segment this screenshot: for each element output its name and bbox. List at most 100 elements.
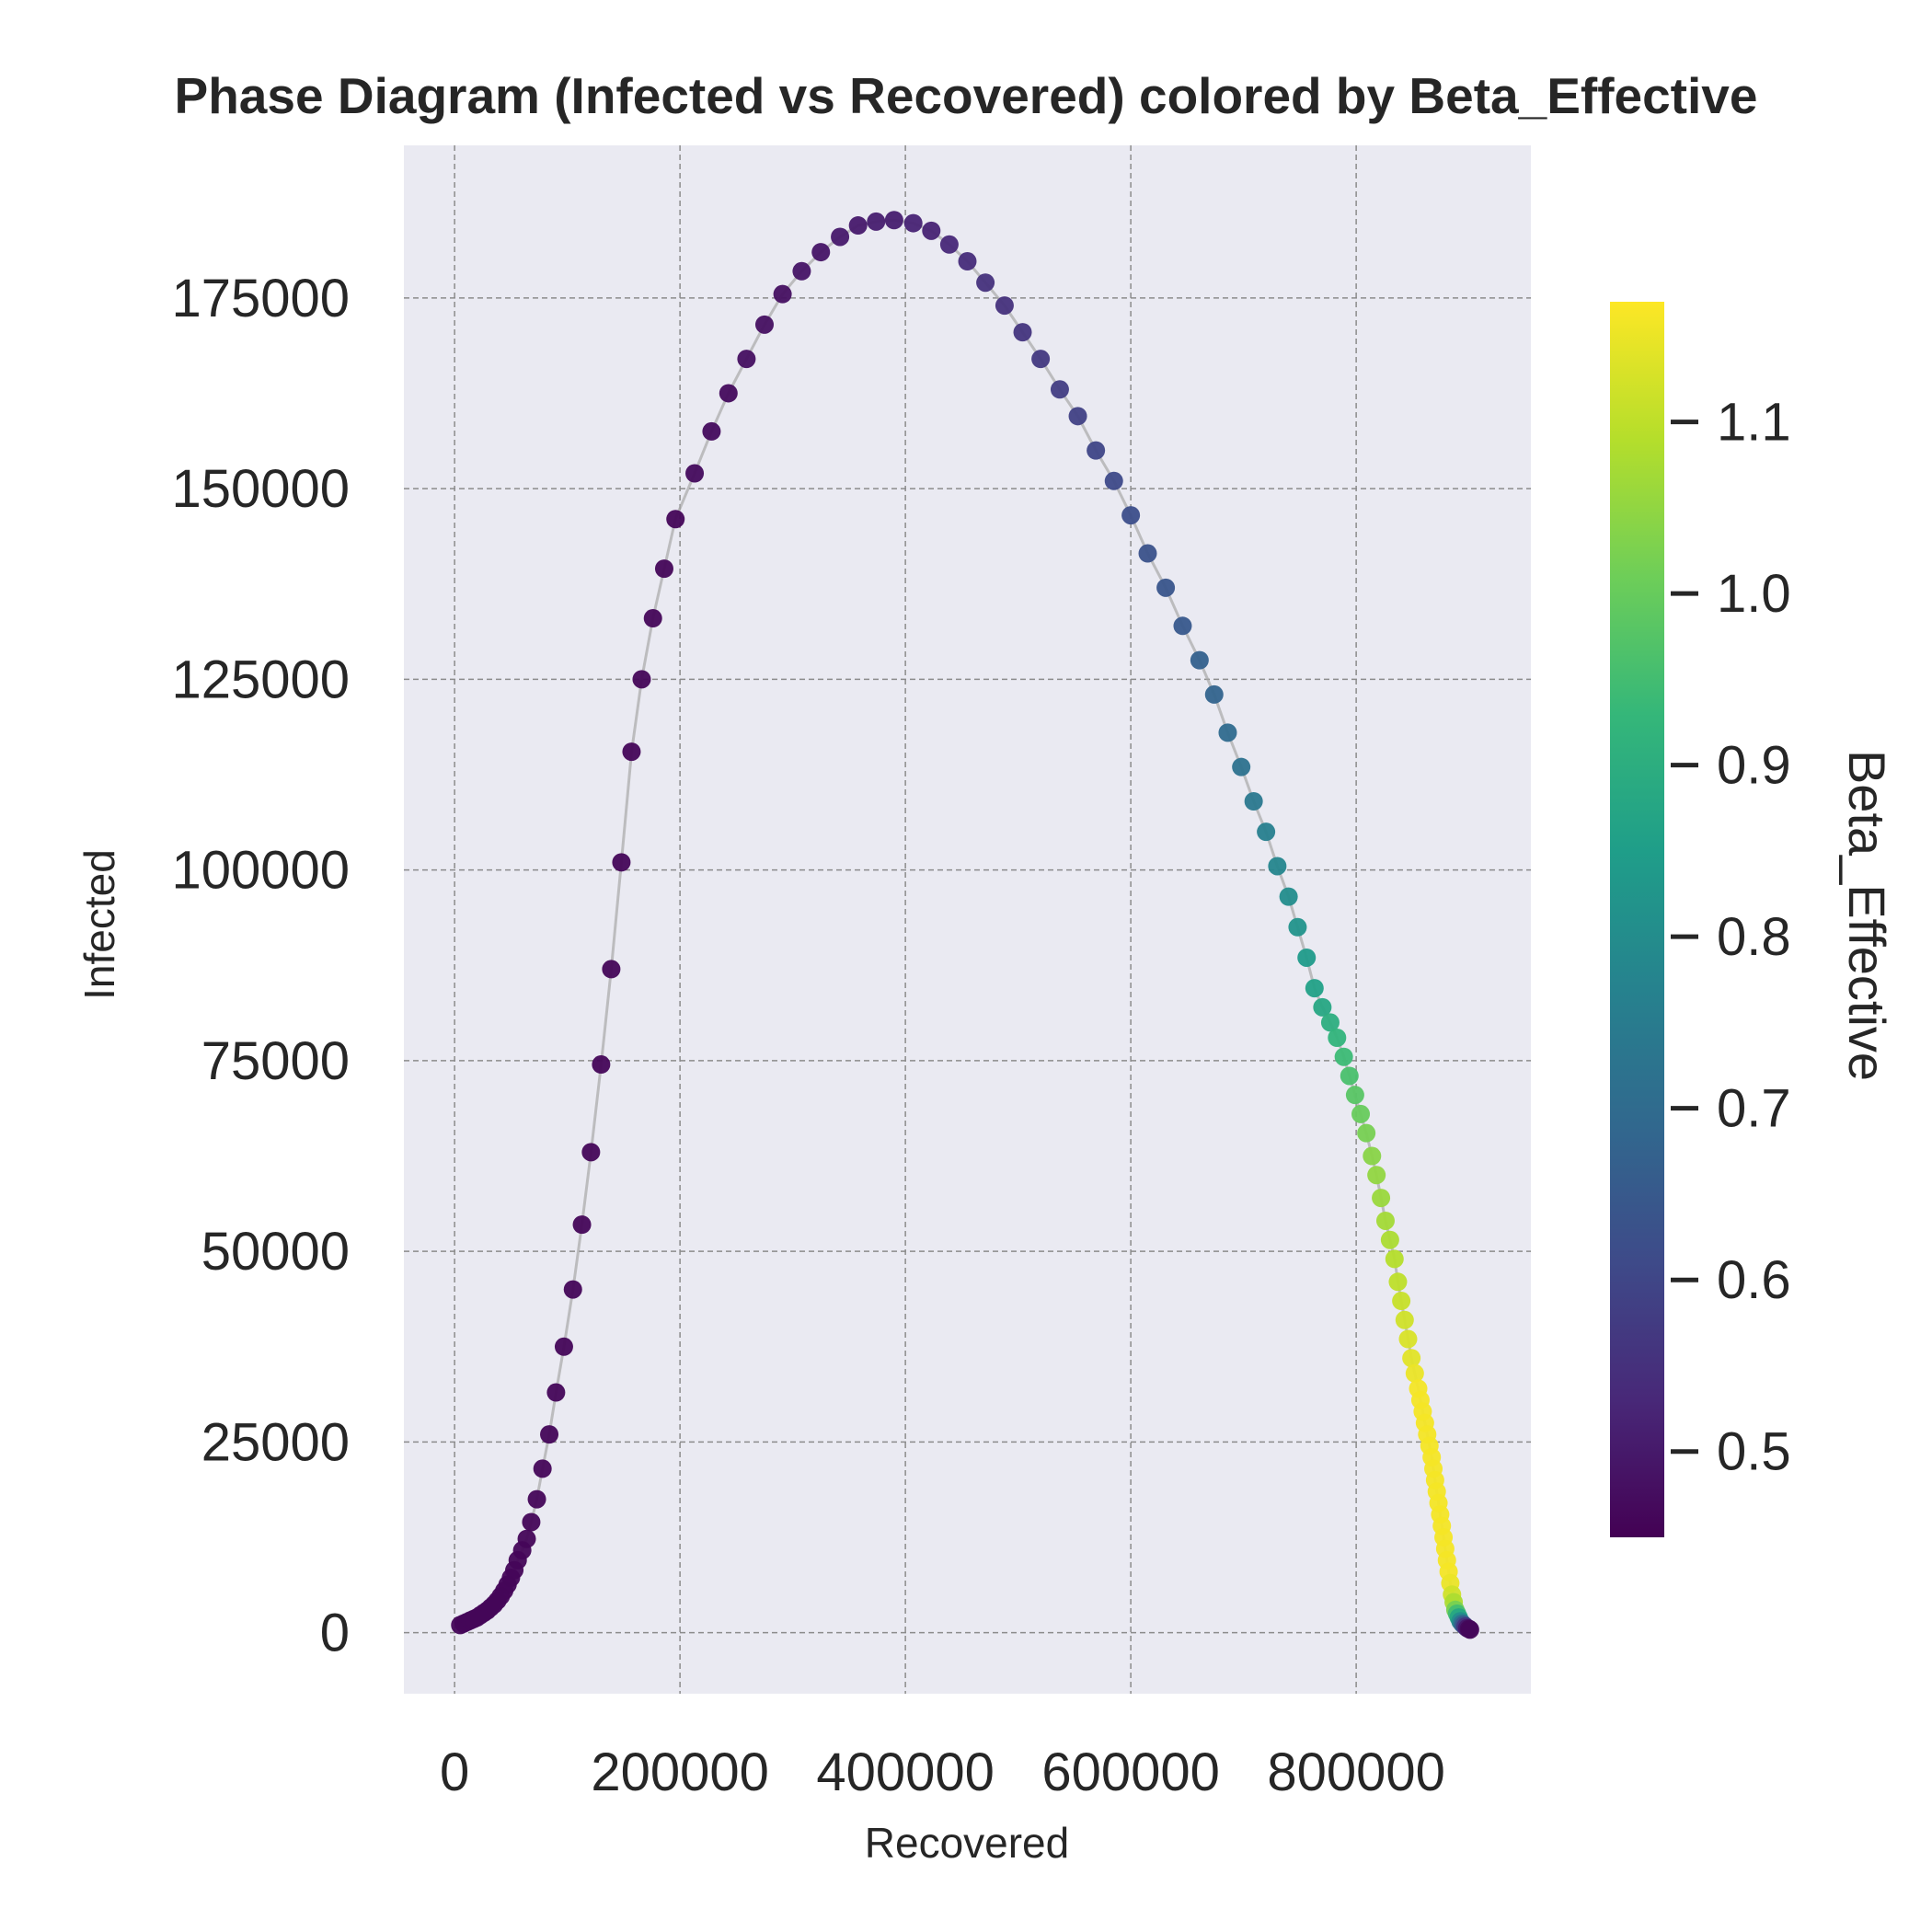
data-point [1138, 544, 1157, 563]
data-point [572, 1215, 592, 1235]
colorbar-tick-label: 0.5 [1717, 1422, 1791, 1482]
data-point [1279, 887, 1298, 906]
data-point [554, 1337, 573, 1356]
data-point [1372, 1189, 1391, 1208]
colorbar-tick-label: 0.8 [1717, 907, 1791, 967]
data-point [773, 284, 792, 304]
y-tick-labels: 0 25000 50000 75000 100000 125000 150000 175000 [171, 269, 350, 1663]
y-tick-label: 150000 [171, 459, 350, 519]
y-tick-label: 125000 [171, 650, 350, 709]
data-point [1305, 979, 1324, 998]
data-point [1156, 578, 1176, 597]
data-points [451, 211, 1479, 1639]
colorbar-ticks: 0.5 0.6 0.7 0.8 0.9 1.0 1.1 [1671, 393, 1791, 1482]
y-tick-label: 175000 [171, 269, 350, 328]
x-tick-label: 200000 [591, 1742, 769, 1802]
plot-area [404, 145, 1531, 1694]
colorbar-tick-label: 0.9 [1717, 736, 1791, 796]
data-point [995, 296, 1014, 316]
data-point [581, 1143, 601, 1162]
data-point [592, 1055, 611, 1075]
y-tick-label: 100000 [171, 841, 350, 901]
colorbar-label: Beta_Effective [1838, 750, 1896, 1081]
data-point [737, 350, 756, 369]
colorbar-tick-label: 1.0 [1717, 564, 1791, 624]
data-point [612, 853, 631, 872]
data-point [1050, 380, 1069, 399]
colorbar [1610, 302, 1664, 1537]
y-tick-label: 0 [320, 1604, 350, 1663]
data-point [1375, 1211, 1395, 1230]
data-point [1218, 723, 1237, 742]
data-point [831, 227, 850, 247]
data-point [546, 1383, 566, 1402]
x-tick-label: 400000 [816, 1742, 995, 1802]
data-point [1345, 1086, 1364, 1105]
data-point [540, 1425, 559, 1444]
data-point [903, 213, 923, 233]
data-point [533, 1459, 552, 1478]
y-tick-label: 75000 [201, 1031, 350, 1091]
data-point [522, 1512, 541, 1532]
data-point [643, 609, 662, 628]
colorbar-tick-label: 1.1 [1717, 393, 1791, 453]
data-point [792, 261, 811, 281]
data-point [1351, 1104, 1371, 1123]
data-point [622, 742, 641, 762]
data-point [719, 384, 738, 403]
data-point [702, 421, 721, 441]
data-point [1121, 506, 1141, 525]
data-point [1334, 1047, 1353, 1066]
x-tick-label: 800000 [1267, 1742, 1445, 1802]
data-point [1288, 917, 1307, 937]
chart-title: Phase Diagram (Infected vs Recovered) co… [175, 67, 1758, 124]
data-point [1405, 1363, 1424, 1383]
data-point [654, 559, 673, 579]
data-point [1367, 1166, 1386, 1185]
y-tick-label: 25000 [201, 1412, 350, 1472]
data-point [958, 252, 977, 271]
data-point [1320, 1013, 1340, 1032]
x-tick-labels: 0 200000 400000 600000 800000 [440, 1742, 1445, 1802]
data-point [1190, 650, 1209, 670]
data-point [1328, 1029, 1347, 1048]
colorbar-tick-label: 0.6 [1717, 1250, 1791, 1310]
data-point [1268, 857, 1287, 876]
y-axis-label: Infected [75, 849, 123, 1000]
data-point [632, 670, 651, 689]
data-point [1104, 471, 1123, 490]
data-point [685, 464, 705, 483]
data-point [1297, 948, 1317, 967]
data-point [1257, 822, 1276, 842]
data-point [1392, 1292, 1411, 1311]
y-tick-label: 50000 [201, 1222, 350, 1282]
data-point [666, 510, 685, 529]
data-point [1460, 1620, 1479, 1639]
data-point [1313, 997, 1332, 1017]
colorbar-tick-label: 0.7 [1717, 1079, 1791, 1139]
data-point [1395, 1310, 1414, 1329]
data-point [1244, 791, 1263, 811]
data-point [1204, 684, 1224, 704]
data-point [867, 212, 886, 231]
x-tick-label: 600000 [1041, 1742, 1220, 1802]
x-axis-label: Recovered [865, 1819, 1069, 1867]
data-point [976, 273, 995, 293]
data-point [811, 243, 831, 262]
data-point [1398, 1329, 1418, 1349]
data-point [1357, 1123, 1376, 1143]
data-point [1173, 616, 1192, 636]
data-point [527, 1489, 546, 1509]
grid [404, 145, 1531, 1694]
data-point [884, 211, 903, 230]
data-point [1385, 1249, 1404, 1269]
data-point [939, 235, 959, 254]
data-point [1380, 1230, 1399, 1249]
data-point [1013, 323, 1032, 342]
data-point [563, 1280, 582, 1299]
data-point [517, 1529, 536, 1548]
data-point [1402, 1349, 1421, 1368]
data-point [1363, 1146, 1382, 1166]
data-point [1068, 407, 1087, 426]
